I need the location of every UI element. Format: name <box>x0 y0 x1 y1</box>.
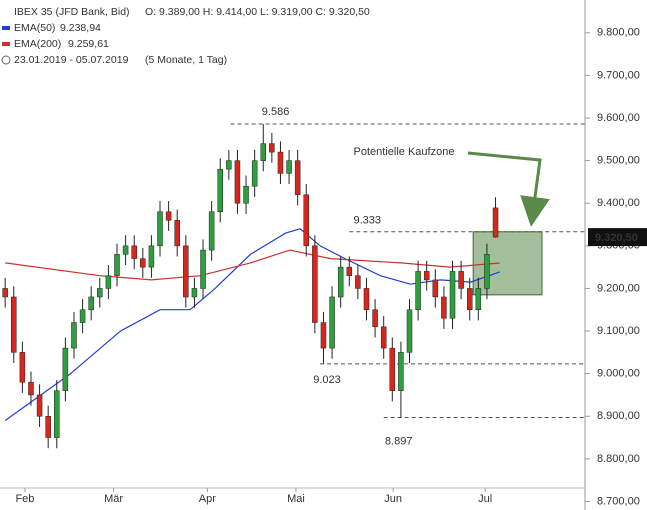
candle-body <box>140 258 146 268</box>
candle-body <box>406 309 413 353</box>
candle-body <box>484 254 490 289</box>
legend-name: EMA(50) <box>14 22 55 34</box>
candle-body <box>11 296 17 353</box>
legend-name: EMA(200) <box>14 38 61 50</box>
period-note: (5 Monate, 1 Tag) <box>145 54 227 66</box>
candle-body <box>415 271 421 310</box>
zone-arrow <box>467 151 550 227</box>
candle-body <box>423 271 430 281</box>
candle-body <box>346 266 353 276</box>
y-tick-label: 9.600,00 <box>597 112 640 124</box>
candle-body <box>432 279 439 298</box>
level-label: 9.023 <box>313 374 341 386</box>
candle-body <box>54 390 60 438</box>
zone-label: Potentielle Kaufzone <box>354 146 455 158</box>
candle-body <box>303 194 310 247</box>
candle-body <box>45 416 51 438</box>
candle-body <box>36 394 43 417</box>
candle-body <box>355 275 361 289</box>
candle-body <box>19 352 26 383</box>
candle-body <box>380 326 387 349</box>
candle-body <box>2 288 8 298</box>
candle-body <box>458 271 464 289</box>
x-tick-label: Mär <box>104 493 123 505</box>
y-tick-label: 8.900,00 <box>597 410 640 422</box>
legend-swatch <box>2 26 10 30</box>
candle-body <box>466 288 473 310</box>
candle-body <box>363 288 370 310</box>
ohlc: O: 9.389,00 H: 9.414,00 L: 9.319,00 C: 9… <box>145 6 370 18</box>
y-tick-label: 9.500,00 <box>597 155 640 167</box>
candle-body <box>105 275 112 289</box>
candle-body <box>217 168 223 213</box>
candle-body <box>294 160 301 195</box>
candle-body <box>251 160 258 187</box>
x-tick-label: Jul <box>478 493 492 505</box>
candle-body <box>320 322 327 349</box>
candle-body <box>234 160 241 204</box>
candle-body <box>226 160 232 170</box>
candle-body <box>389 347 396 391</box>
candle-body <box>62 347 69 391</box>
candle-body <box>337 266 344 298</box>
candle-body <box>208 211 215 251</box>
candle-body <box>286 160 292 174</box>
candle-body <box>200 249 206 289</box>
candle-body <box>79 309 86 323</box>
candle-body <box>277 151 284 174</box>
candle-body <box>122 245 129 255</box>
ema-line <box>5 249 500 281</box>
title: IBEX 35 (JFD Bank, Bid) <box>14 6 130 18</box>
candle-body <box>243 185 249 204</box>
x-tick-label: Jun <box>384 493 402 505</box>
candle-body <box>157 211 163 247</box>
buy-zone <box>472 231 543 296</box>
candle-body <box>398 352 404 391</box>
legend-value: 9.259,61 <box>68 38 109 50</box>
x-tick-label: Mai <box>287 493 305 505</box>
level-label: 8.897 <box>385 435 413 447</box>
candle-body <box>312 245 318 323</box>
candle-body <box>183 245 189 298</box>
x-tick-label: Feb <box>15 493 34 505</box>
candle-body <box>88 296 94 310</box>
candle-body <box>260 143 266 161</box>
candle-body <box>191 288 198 298</box>
period: 23.01.2019 - 05.07.2019 <box>14 54 129 66</box>
legend-swatch <box>2 42 10 46</box>
level-label: 9.333 <box>354 215 382 227</box>
x-tick-label: Apr <box>199 493 216 505</box>
candle-body <box>329 296 335 349</box>
y-tick-label: 8.800,00 <box>597 453 640 465</box>
candle-body <box>174 220 180 247</box>
candle-body <box>148 245 155 268</box>
candle-body <box>492 207 499 238</box>
candle-body <box>131 245 137 259</box>
last-price-box <box>588 228 647 247</box>
candle-body <box>441 296 447 319</box>
clock-icon <box>1 55 11 65</box>
candle-body <box>97 288 103 298</box>
candle-body <box>269 143 275 153</box>
y-tick-label: 9.000,00 <box>597 368 640 380</box>
y-tick-label: 9.700,00 <box>597 69 640 81</box>
level-label: 9.586 <box>262 106 290 118</box>
candle-body <box>165 211 172 221</box>
y-tick-label: 9.800,00 <box>597 27 640 39</box>
y-tick-label: 8.700,00 <box>597 495 640 507</box>
legend-value: 9.238,94 <box>60 22 101 34</box>
candle-body <box>28 381 34 396</box>
y-tick-label: 9.100,00 <box>597 325 640 337</box>
candle-body <box>475 288 482 310</box>
y-tick-label: 9.200,00 <box>597 282 640 294</box>
candle-body <box>449 271 456 319</box>
candle-body <box>114 254 120 276</box>
y-tick-label: 9.400,00 <box>597 197 640 209</box>
candle-body <box>372 309 378 328</box>
candle-body <box>71 322 77 349</box>
ema-line <box>4 228 500 421</box>
last-price-label: 9.320,50 <box>595 232 638 244</box>
